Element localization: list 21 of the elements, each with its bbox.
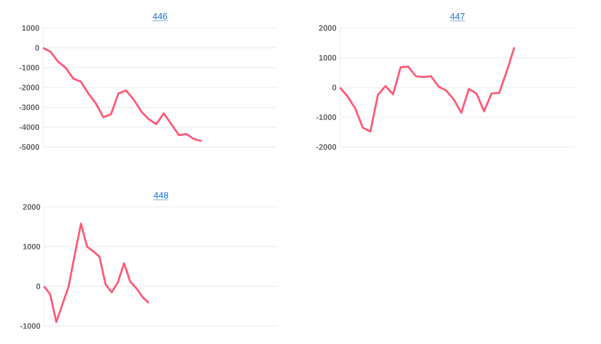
y-tick-label: 1000 (22, 25, 40, 31)
y-tick-label: 0 (35, 45, 40, 51)
chart-title: 447 (450, 13, 465, 20)
y-tick-label: -4000 (19, 124, 40, 130)
y-tick-label: -5000 (19, 144, 40, 150)
y-tick-label: -3000 (19, 104, 40, 110)
y-tick-label: 2000 (22, 204, 40, 210)
y-tick-label: -1000 (316, 114, 336, 120)
y-tick-label: 0 (36, 283, 40, 290)
y-tick-label: -2000 (19, 84, 40, 90)
y-tick-label: -1000 (20, 323, 40, 329)
line-series (43, 222, 150, 324)
chart-title: 448 (154, 192, 168, 198)
y-tick-label: -2000 (316, 144, 336, 150)
y-tick-label: 2000 (318, 25, 336, 31)
chart-title: 446 (152, 13, 168, 20)
y-tick-label: 1000 (319, 54, 336, 61)
y-tick-label: -1000 (19, 64, 40, 70)
line-series (339, 46, 516, 133)
y-tick-label: 0 (332, 84, 336, 90)
y-tick-label: 1000 (23, 244, 40, 250)
